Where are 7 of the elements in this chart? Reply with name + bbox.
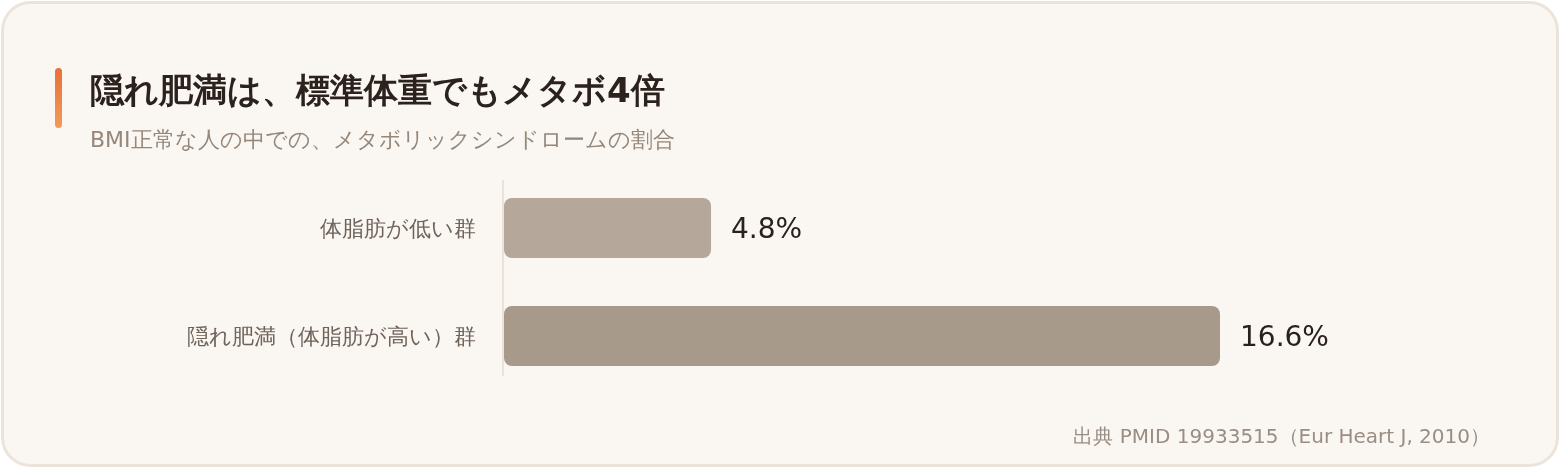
- chart-subtitle: BMI正常な人の中での、メタボリックシンドロームの割合: [90, 127, 675, 152]
- data-label: 16.6%: [1240, 319, 1329, 353]
- data-label: 4.8%: [731, 211, 803, 245]
- y-tick-label: 体脂肪が低い群: [320, 215, 476, 241]
- y-tick-label: 隠れ肥満（体脂肪が高い）群: [187, 323, 476, 349]
- chart-title: 隠れ肥満は、標準体重でもメタボ4倍: [90, 70, 665, 110]
- source-note: 出典 PMID 19933515（Eur Heart J, 2010）: [1073, 424, 1490, 448]
